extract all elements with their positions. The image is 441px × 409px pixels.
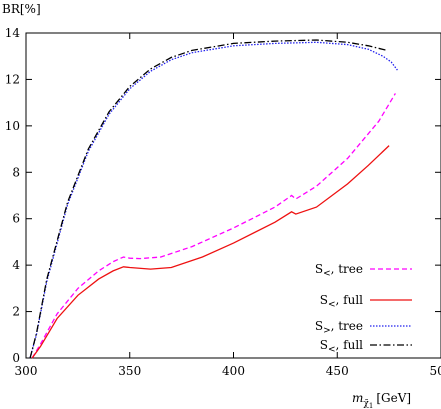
plot-frame <box>25 32 441 359</box>
legend-label-2: S>, tree <box>315 319 363 336</box>
legend-label-main: S <box>320 293 328 307</box>
x-tick-label: 400 <box>222 364 245 378</box>
legend-label-rest: , full <box>336 293 364 307</box>
axis-ticks: 300 350 400 450 500 0 2 4 6 8 10 12 14 <box>5 26 441 378</box>
x-tick-label: 450 <box>326 364 349 378</box>
x-axis-title-unit: [GeV] <box>376 391 411 405</box>
x-axis-title: mχ̃1[GeV] <box>352 391 411 409</box>
legend-label-1: S<, full <box>320 293 363 310</box>
series-line-0 <box>31 93 396 359</box>
legend-label-rest: , full <box>336 338 364 352</box>
y-tick-label: 0 <box>12 351 20 365</box>
series-line-3 <box>29 39 388 359</box>
legend-label-main: S <box>320 338 328 352</box>
x-tick-label: 500 <box>430 364 441 378</box>
y-tick-label: 8 <box>12 165 20 179</box>
x-axis-title-subsub: 1 <box>369 402 373 409</box>
series-lines <box>29 39 398 359</box>
legend-label-sub: < <box>328 300 336 310</box>
legend-label-sub: < <box>323 269 331 279</box>
legend-label-main: S <box>315 262 323 276</box>
legend-label-3: S<, full <box>320 338 363 355</box>
legend-label-sub: < <box>328 345 336 355</box>
y-tick-label: 10 <box>5 119 20 133</box>
y-tick-label: 4 <box>12 258 20 272</box>
y-tick-label: 12 <box>5 72 20 86</box>
y-tick-label: 14 <box>5 26 21 40</box>
y-axis-title: BR[%] <box>2 2 41 16</box>
legend-label-0: S<, tree <box>315 262 363 279</box>
y-tick-label: 2 <box>12 305 20 319</box>
x-axis-title-main: m <box>352 391 363 405</box>
x-tick-label: 300 <box>15 364 38 378</box>
legend-label-rest: , tree <box>331 262 363 276</box>
x-tick-label: 350 <box>118 364 141 378</box>
x-axis-title-sub: χ̃ <box>363 398 369 409</box>
series-line-1 <box>31 145 390 359</box>
legend-label-rest: , tree <box>331 319 363 333</box>
legend-label-sub: > <box>323 326 331 336</box>
series-line-2 <box>29 41 398 359</box>
y-tick-label: 6 <box>12 212 20 226</box>
legend-label-main: S <box>315 319 323 333</box>
